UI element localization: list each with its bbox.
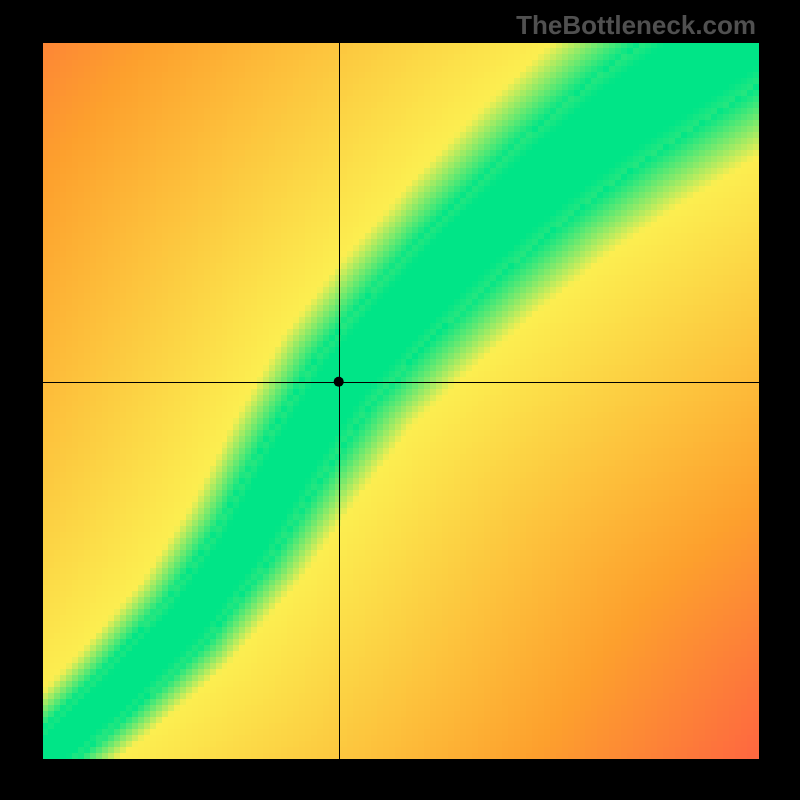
bottleneck-heatmap — [43, 43, 759, 759]
watermark-text: TheBottleneck.com — [516, 10, 756, 41]
chart-container: TheBottleneck.com — [0, 0, 800, 800]
